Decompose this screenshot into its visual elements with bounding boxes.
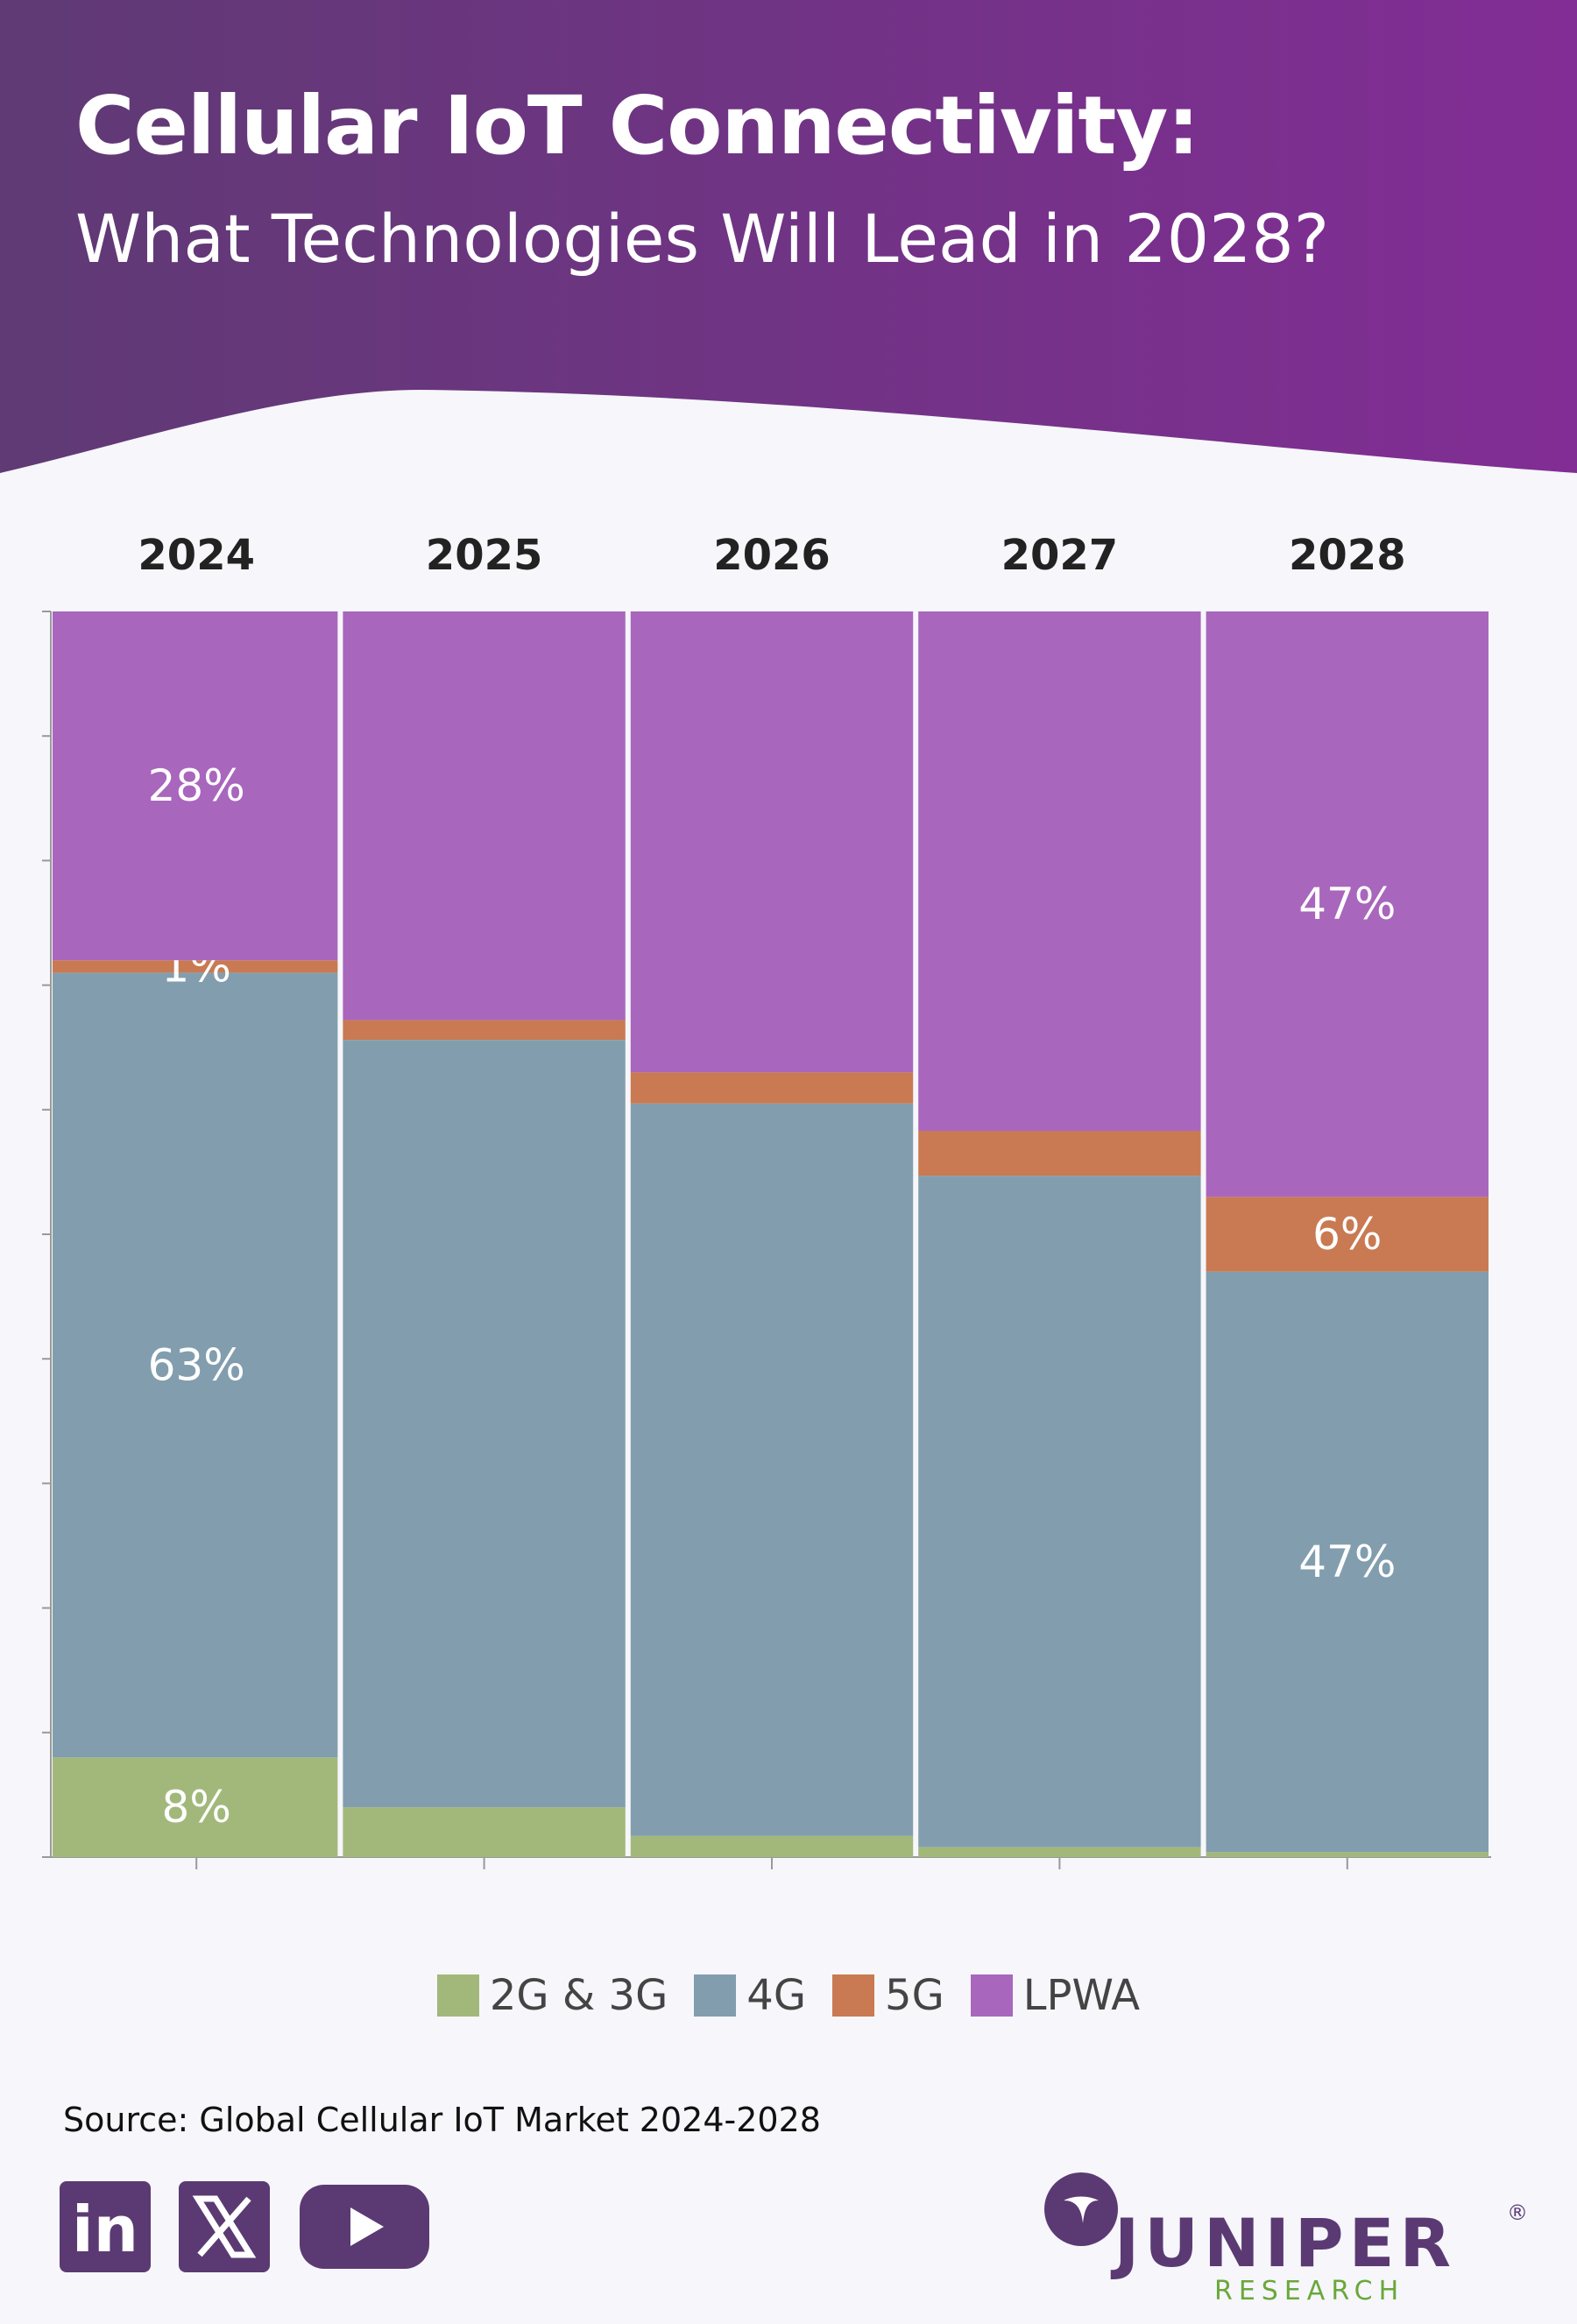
brand-name: JUNIPER: [1114, 2204, 1457, 2282]
page-title: Cellular IoT Connectivity:: [75, 79, 1199, 173]
juniper-logo: JUNIPER ® RESEARCH: [1043, 2171, 1533, 2306]
data-label: 28%: [148, 760, 245, 811]
linkedin-text: in: [72, 2193, 138, 2266]
brand-registered: ®: [1507, 2200, 1528, 2225]
legend-label: LPWA: [1022, 1971, 1141, 2020]
legend-swatch: [970, 1974, 1013, 2017]
chart-legend: 2G & 3G 4G 5G LPWA: [0, 1971, 1577, 2020]
category-label: 2025: [426, 531, 543, 580]
data-label: 47%: [1298, 1536, 1396, 1587]
bar-segment: [343, 1807, 626, 1857]
bar-segment: [53, 611, 338, 961]
legend-label: 2G & 3G: [489, 1971, 668, 2020]
legend-item: 4G: [694, 1971, 806, 2020]
bar-segment: [343, 1020, 626, 1041]
bar-segment: [53, 960, 338, 973]
data-label: 8%: [162, 1782, 231, 1833]
x-icon[interactable]: [179, 2181, 270, 2276]
data-label: 63%: [148, 1339, 245, 1390]
header-banner: Cellular IoT Connectivity: What Technolo…: [0, 0, 1577, 491]
category-label: 2024: [138, 531, 255, 580]
data-label: 6%: [1312, 1209, 1382, 1260]
bar-segment: [53, 972, 338, 1758]
bar-segment: [1206, 1852, 1489, 1857]
bar-segment: [630, 1835, 914, 1857]
bar-segment: [630, 611, 914, 1073]
bar-segment: [630, 1072, 914, 1104]
bar-segment: [1206, 1271, 1489, 1853]
legend-item: 5G: [832, 1971, 944, 2020]
header-background: [0, 0, 1577, 473]
linkedin-icon[interactable]: in: [60, 2181, 151, 2276]
brand-subtitle: RESEARCH: [1214, 2276, 1405, 2306]
bar-segment: [343, 611, 626, 1021]
legend-item: LPWA: [970, 1971, 1141, 2020]
bar-segment: [918, 1847, 1201, 1857]
legend-label: 5G: [885, 1971, 944, 2020]
legend-label: 4G: [746, 1971, 807, 2020]
legend-item: 2G & 3G: [436, 1971, 668, 2020]
bar-segment: [918, 1130, 1201, 1176]
bar-segment: [1206, 1197, 1489, 1272]
bar-segment: [918, 1176, 1201, 1847]
source-note: Source: Global Cellular IoT Market 2024-…: [63, 2101, 821, 2139]
category-label: 2027: [1001, 531, 1119, 580]
youtube-icon[interactable]: [300, 2181, 429, 2276]
bar-segment: [343, 1040, 626, 1808]
bar-segment: [1206, 611, 1489, 1197]
legend-swatch: [832, 1974, 875, 2017]
juniper-emblem-icon: [1044, 2172, 1118, 2246]
bar-segment: [53, 1757, 338, 1857]
legend-swatch: [436, 1974, 479, 2017]
data-label: 47%: [1298, 879, 1396, 929]
category-label: 2026: [713, 531, 831, 580]
category-label: 2028: [1289, 531, 1406, 580]
bar-segment: [918, 611, 1201, 1131]
legend-swatch: [694, 1974, 737, 2017]
bar-segment: [630, 1103, 914, 1836]
page-subtitle: What Technologies Will Lead in 2028?: [75, 200, 1330, 278]
